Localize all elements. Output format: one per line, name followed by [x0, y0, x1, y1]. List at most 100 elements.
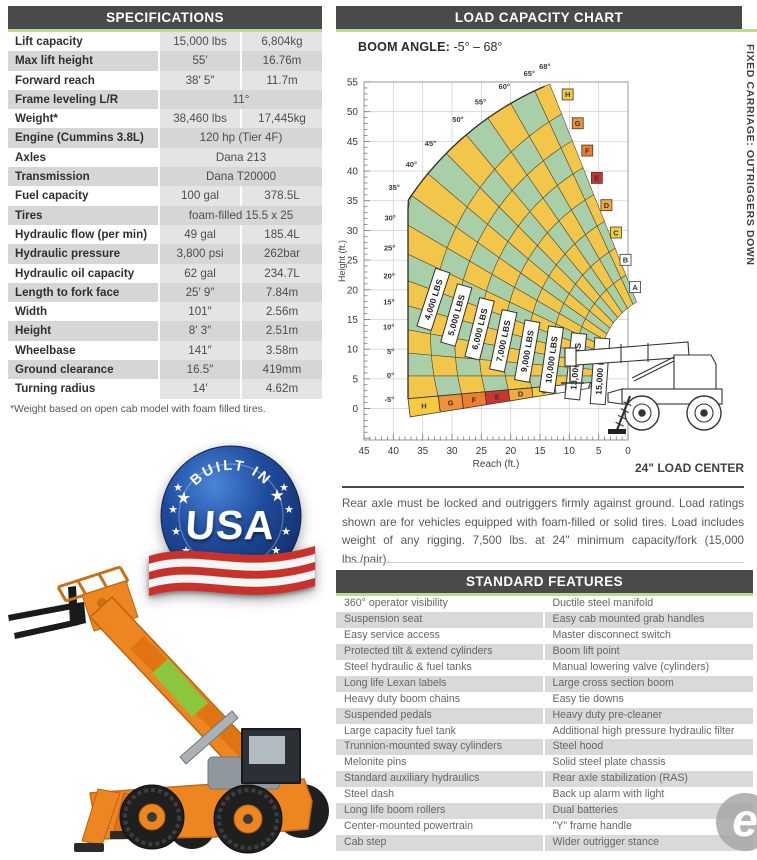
spec-value-metric: 4.62m [242, 379, 322, 399]
spec-label: Ground clearance [8, 360, 160, 380]
spec-label: Tires [8, 205, 160, 225]
spec-value-us: 62 gal [160, 263, 242, 283]
svg-text:A: A [632, 283, 638, 292]
spec-value-us: 38′ 5″ [160, 70, 242, 90]
spec-value-metric: 7.84m [242, 282, 322, 303]
spec-value-us: 49 gal [160, 224, 242, 245]
spec-label: Weight* [8, 109, 160, 129]
svg-text:10: 10 [564, 446, 576, 457]
feature-item: Melonite pins [336, 755, 545, 772]
badge-flag-stripes [148, 546, 316, 596]
spec-value-us: 101″ [160, 302, 242, 322]
feature-row: Melonite pins Solid steel plate chassis [336, 755, 753, 772]
spec-value-metric: 11.7m [242, 70, 322, 90]
svg-text:G: G [448, 398, 454, 407]
svg-text:5: 5 [352, 374, 358, 385]
load-capacity-chart: BOOM ANGLE: -5° – 68° 0 5 10 15 20 25 30 35 40 45… [336, 34, 748, 470]
svg-text:5°: 5° [387, 347, 394, 356]
spec-value-metric: 16.76m [242, 51, 322, 71]
spec-value-us: 38,460 lbs [160, 109, 242, 129]
spec-row: Forward reach 38′ 5″ 11.7m [8, 70, 322, 90]
svg-text:★: ★ [173, 482, 183, 494]
svg-text:A: A [588, 381, 594, 390]
feature-row: Suspended pedals Heavy duty pre-cleaner [336, 707, 753, 724]
divider-dark [342, 486, 744, 488]
spec-value-metric: 2.51m [242, 321, 322, 341]
svg-text:40: 40 [388, 446, 400, 457]
spec-value: Dana T20000 [160, 167, 322, 187]
feature-item: Center-mounted powertrain [336, 819, 545, 836]
spec-label: Transmission [8, 167, 160, 187]
divider-light [342, 562, 744, 563]
feature-row: Standard auxiliary hydraulics Rear axle s… [336, 771, 753, 788]
feature-row: 360° operator visibility Ductile steel ma… [336, 596, 753, 612]
spec-row: Frame leveling L/R 11° [8, 89, 322, 110]
feature-item: Wider outrigger stance [544, 835, 753, 851]
spec-row: Fuel capacity 100 gal 378.5L [8, 186, 322, 206]
badge-usa-text: USA [184, 502, 277, 548]
svg-text:0: 0 [352, 404, 358, 415]
feature-item: Manual lowering valve (cylinders) [544, 659, 753, 676]
specifications-header: SPECIFICATIONS [8, 6, 322, 32]
spec-label: Fuel capacity [8, 186, 160, 206]
telehandler-photo [8, 565, 329, 854]
boom-angle-labels: -5° 0° 5° 10° 15° 20° 25° 30° 35° 40° 45° 50° 55° 60°… [383, 62, 551, 404]
svg-text:B: B [623, 256, 629, 265]
feature-item: Protected tilt & extend cylinders [336, 643, 545, 660]
svg-text:★: ★ [171, 526, 181, 538]
svg-text:10°: 10° [383, 323, 394, 332]
svg-text:D: D [518, 390, 524, 399]
feature-item: Ductile steel manifold [544, 596, 753, 612]
spec-row: Hydraulic oil capacity 62 gal 234.7L [8, 263, 322, 283]
spec-value-metric: 419mm [242, 360, 322, 380]
feature-item: Cab step [336, 835, 545, 851]
boom-angle-title: BOOM ANGLE: -5° – 68° [358, 40, 503, 54]
svg-text:30°: 30° [384, 214, 395, 223]
spec-label: Lift capacity [8, 32, 160, 52]
svg-text:40°: 40° [406, 160, 417, 169]
spec-value-us: 55′ [160, 51, 242, 71]
spec-value-metric: 17,445kg [242, 109, 322, 129]
svg-text:G: G [575, 119, 581, 128]
spec-label: Turning radius [8, 379, 160, 399]
spec-value-metric: 3.58m [242, 340, 322, 361]
feature-item: Additional high pressure hydraulic filte… [544, 723, 753, 740]
built-in-usa-badge: ★ BUILT IN ★ ★★ ★★ ★★ ★★ USA [148, 445, 316, 596]
spec-label: Hydraulic pressure [8, 244, 160, 264]
feature-item: Long life boom rollers [336, 803, 545, 820]
spec-value: 120 hp (Tier 4F) [160, 128, 322, 148]
svg-text:45°: 45° [425, 139, 436, 148]
standard-features-section: STANDARD FEATURES 360° operator visibili… [336, 570, 753, 851]
load-capacity-chart-svg: 0 5 10 15 20 25 30 35 40 45 0 5 10 15 20 25 30 35 40 45 50 55… [337, 62, 723, 470]
feature-item: Master disconnect switch [544, 627, 753, 644]
feature-row: Suspension seat Easy cab mounted grab han… [336, 611, 753, 628]
feature-item: Steel dash [336, 787, 545, 804]
svg-text:H: H [421, 402, 426, 411]
spec-value-us: 3,800 psi [160, 244, 242, 264]
spec-label: Hydraulic oil capacity [8, 263, 160, 283]
svg-text:25: 25 [347, 256, 359, 267]
spec-row: Engine (Cummins 3.8L) 120 hp (Tier 4F) [8, 128, 322, 148]
spec-label: Engine (Cummins 3.8L) [8, 128, 160, 148]
spec-value: 11° [160, 89, 322, 110]
svg-text:45: 45 [358, 446, 370, 457]
svg-text:F: F [472, 395, 477, 404]
feature-item: Easy cab mounted grab handles [544, 611, 753, 628]
svg-text:15: 15 [347, 315, 359, 326]
spec-value: Dana 213 [160, 147, 322, 168]
feature-row: Long life Lexan labels Large cross sectio… [336, 675, 753, 692]
load-rating-label: 9,000 LBS [513, 319, 541, 383]
load-rating-label: 10,000 LBS [538, 325, 564, 394]
spec-label: Length to fork face [8, 282, 160, 303]
feature-row: Large capacity fuel tank Additional high … [336, 723, 753, 740]
spec-value-us: 25′ 9″ [160, 282, 242, 303]
load-rating-disclaimer: Rear axle must be locked and outriggers … [342, 497, 744, 566]
load-rating-label: 6,000 LBS [464, 296, 495, 361]
svg-text:55: 55 [347, 78, 359, 89]
spec-value-us: 16.5″ [160, 360, 242, 380]
spec-value-us: 141″ [160, 340, 242, 361]
feature-item: Large cross section boom [544, 675, 753, 692]
svg-text:-5°: -5° [384, 395, 394, 404]
svg-text:F: F [585, 146, 590, 155]
feature-item: Dual batteries [544, 803, 753, 820]
